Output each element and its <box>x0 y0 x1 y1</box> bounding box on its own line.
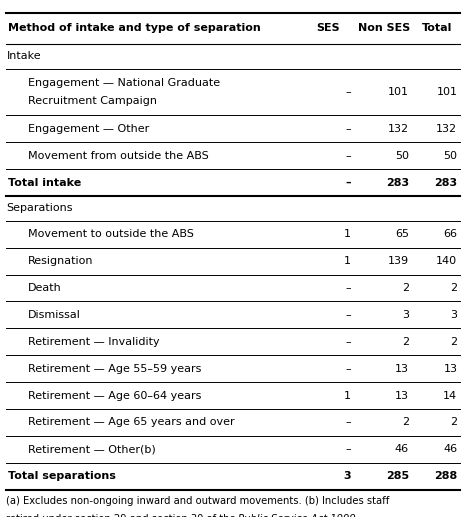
Text: 288: 288 <box>434 471 457 481</box>
Text: 3: 3 <box>343 471 351 481</box>
Text: 46: 46 <box>395 444 409 454</box>
Text: Engagement — Other: Engagement — Other <box>28 124 149 134</box>
Text: 2: 2 <box>402 337 409 347</box>
Text: Resignation: Resignation <box>28 256 93 266</box>
Text: retired under section 29 and section 30 of the: retired under section 29 and section 30 … <box>6 514 238 517</box>
Text: Retirement — Invalidity: Retirement — Invalidity <box>28 337 159 347</box>
Text: Method of intake and type of separation: Method of intake and type of separation <box>8 23 261 34</box>
Text: retired under section 29 and section 30 of the: retired under section 29 and section 30 … <box>6 514 238 517</box>
Text: 50: 50 <box>395 150 409 161</box>
Text: 140: 140 <box>436 256 457 266</box>
Text: 65: 65 <box>395 229 409 239</box>
Text: –: – <box>346 283 351 293</box>
Text: 2: 2 <box>450 337 457 347</box>
Text: 13: 13 <box>395 363 409 374</box>
Text: 283: 283 <box>434 177 457 188</box>
Text: Death: Death <box>28 283 61 293</box>
Text: Dismissal: Dismissal <box>28 310 80 320</box>
Text: 14: 14 <box>443 390 457 401</box>
Text: 101: 101 <box>437 87 457 97</box>
Text: –: – <box>346 337 351 347</box>
Text: 13: 13 <box>395 390 409 401</box>
Text: 2: 2 <box>402 283 409 293</box>
Text: Public Service Act 1999.: Public Service Act 1999. <box>238 514 359 517</box>
Text: Retirement — Other(b): Retirement — Other(b) <box>28 444 156 454</box>
Text: 132: 132 <box>436 124 457 134</box>
Text: Total: Total <box>421 23 452 34</box>
Text: 101: 101 <box>388 87 409 97</box>
Text: –: – <box>346 417 351 428</box>
Text: 50: 50 <box>444 150 457 161</box>
Text: 13: 13 <box>444 363 457 374</box>
Text: Movement from outside the ABS: Movement from outside the ABS <box>28 150 208 161</box>
Text: Separations: Separations <box>6 203 73 214</box>
Text: Total separations: Total separations <box>8 471 115 481</box>
Text: Total intake: Total intake <box>8 177 81 188</box>
Text: 3: 3 <box>402 310 409 320</box>
Text: Non SES: Non SES <box>359 23 411 34</box>
Text: Intake: Intake <box>6 51 41 62</box>
Text: 132: 132 <box>388 124 409 134</box>
Text: 139: 139 <box>388 256 409 266</box>
Text: 285: 285 <box>386 471 409 481</box>
Text: 2: 2 <box>402 417 409 428</box>
Text: 66: 66 <box>444 229 457 239</box>
Text: 1: 1 <box>344 256 351 266</box>
Text: 2: 2 <box>450 283 457 293</box>
Text: –: – <box>346 177 351 188</box>
Text: Movement to outside the ABS: Movement to outside the ABS <box>28 229 194 239</box>
Text: –: – <box>346 444 351 454</box>
Text: 1: 1 <box>344 390 351 401</box>
Text: Retirement — Age 60–64 years: Retirement — Age 60–64 years <box>28 390 201 401</box>
Text: 1: 1 <box>344 229 351 239</box>
Text: 3: 3 <box>450 310 457 320</box>
Text: Recruitment Campaign: Recruitment Campaign <box>28 96 157 107</box>
Text: –: – <box>346 124 351 134</box>
Text: –: – <box>346 310 351 320</box>
Text: (a) Excludes non-ongoing inward and outward movements. (b) Includes staff: (a) Excludes non-ongoing inward and outw… <box>6 496 389 506</box>
Text: 46: 46 <box>443 444 457 454</box>
Text: –: – <box>346 363 351 374</box>
Text: –: – <box>346 150 351 161</box>
Text: Engagement — National Graduate: Engagement — National Graduate <box>28 78 220 88</box>
Text: 2: 2 <box>450 417 457 428</box>
Text: –: – <box>346 87 351 97</box>
Text: SES: SES <box>316 23 340 34</box>
Text: 283: 283 <box>386 177 409 188</box>
Text: Retirement — Age 55–59 years: Retirement — Age 55–59 years <box>28 363 201 374</box>
Text: Retirement — Age 65 years and over: Retirement — Age 65 years and over <box>28 417 234 428</box>
